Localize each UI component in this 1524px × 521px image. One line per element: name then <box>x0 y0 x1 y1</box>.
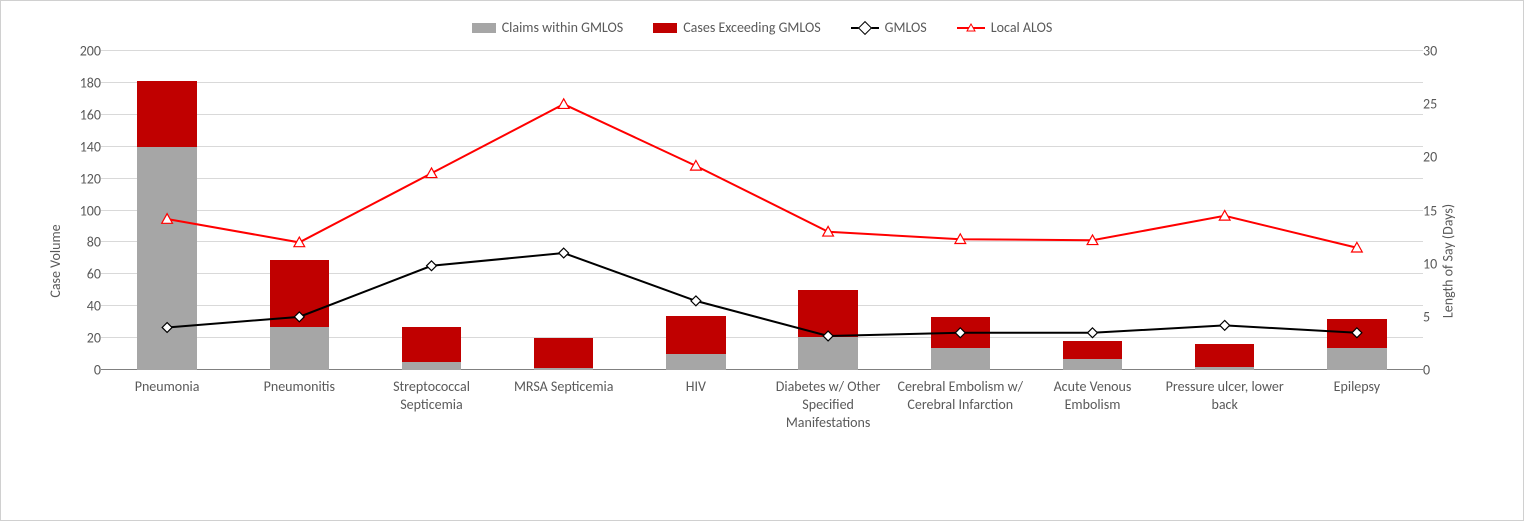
y-left-tick: 80 <box>87 234 101 251</box>
legend-line <box>851 27 879 29</box>
x-category-label: Streptococcal Septicemia <box>365 378 497 414</box>
legend: Claims within GMLOS Cases Exceeding GMLOS… <box>1 19 1523 36</box>
line-layer <box>101 51 1423 370</box>
diamond-marker <box>559 248 569 258</box>
diamond-marker <box>1220 320 1230 330</box>
legend-label: Cases Exceeding GMLOS <box>683 19 820 36</box>
y-left-tick: 160 <box>80 106 101 123</box>
legend-label: Claims within GMLOS <box>502 19 624 36</box>
diamond-marker <box>162 323 172 333</box>
legend-marker <box>966 19 976 36</box>
y-left-tick: 20 <box>87 330 101 347</box>
y-right-tick: 0 <box>1423 362 1430 379</box>
y-left-tick: 0 <box>94 362 101 379</box>
y-left-tick: 140 <box>80 138 101 155</box>
x-category-label: Cerebral Embolism w/ Cerebral Infarction <box>894 378 1026 414</box>
legend-label: GMLOS <box>885 19 927 36</box>
x-category-label: Pneumonia <box>101 378 233 396</box>
y-right-tick: 5 <box>1423 308 1430 325</box>
y-left-tick: 120 <box>80 170 101 187</box>
x-category-label: Epilepsy <box>1291 378 1423 396</box>
y-left-tick: 40 <box>87 298 101 315</box>
legend-marker <box>858 20 872 34</box>
diamond-marker <box>955 328 965 338</box>
legend-item: GMLOS <box>851 19 927 36</box>
legend-item: Cases Exceeding GMLOS <box>653 19 820 36</box>
y-right-tick: 15 <box>1423 202 1437 219</box>
legend-item: Local ALOS <box>957 19 1053 36</box>
y-right-tick: 30 <box>1423 43 1437 60</box>
series-line <box>167 253 1357 336</box>
x-category-label: MRSA Septicemia <box>498 378 630 396</box>
y-left-tick: 200 <box>80 43 101 60</box>
legend-label: Local ALOS <box>991 19 1053 36</box>
diamond-marker <box>427 261 437 271</box>
diamond-marker <box>1088 328 1098 338</box>
triangle-marker <box>558 99 569 109</box>
y-left-tick: 180 <box>80 74 101 91</box>
plot-area <box>101 51 1423 370</box>
y-right-tick: 20 <box>1423 149 1437 166</box>
y-axis-right: 051015202530 <box>1423 51 1463 370</box>
x-category-label: HIV <box>630 378 762 396</box>
y-left-tick: 100 <box>80 202 101 219</box>
triangle-marker <box>691 160 702 170</box>
x-axis: PneumoniaPneumonitisStreptococcal Septic… <box>101 370 1423 520</box>
y-right-tick: 25 <box>1423 96 1437 113</box>
y-right-tick: 10 <box>1423 255 1437 272</box>
x-category-label: Acute Venous Embolism <box>1026 378 1158 414</box>
chart-container: Claims within GMLOS Cases Exceeding GMLOS… <box>0 0 1524 521</box>
triangle-marker <box>162 214 173 224</box>
diamond-marker <box>294 312 304 322</box>
x-category-label: Pressure ulcer, lower back <box>1159 378 1291 414</box>
x-category-label: Diabetes w/ Other Specified Manifestatio… <box>762 378 894 433</box>
x-category-label: Pneumonitis <box>233 378 365 396</box>
legend-line <box>957 27 985 29</box>
triangle-marker <box>1219 210 1230 220</box>
triangle-marker <box>426 168 437 178</box>
legend-item: Claims within GMLOS <box>472 19 624 36</box>
legend-swatch <box>653 23 677 33</box>
y-axis-left: 020406080100120140160180200 <box>61 51 101 370</box>
series-line <box>167 104 1357 248</box>
diamond-marker <box>1352 328 1362 338</box>
diamond-marker <box>691 296 701 306</box>
y-left-tick: 60 <box>87 266 101 283</box>
diamond-marker <box>823 331 833 341</box>
legend-swatch <box>472 23 496 33</box>
